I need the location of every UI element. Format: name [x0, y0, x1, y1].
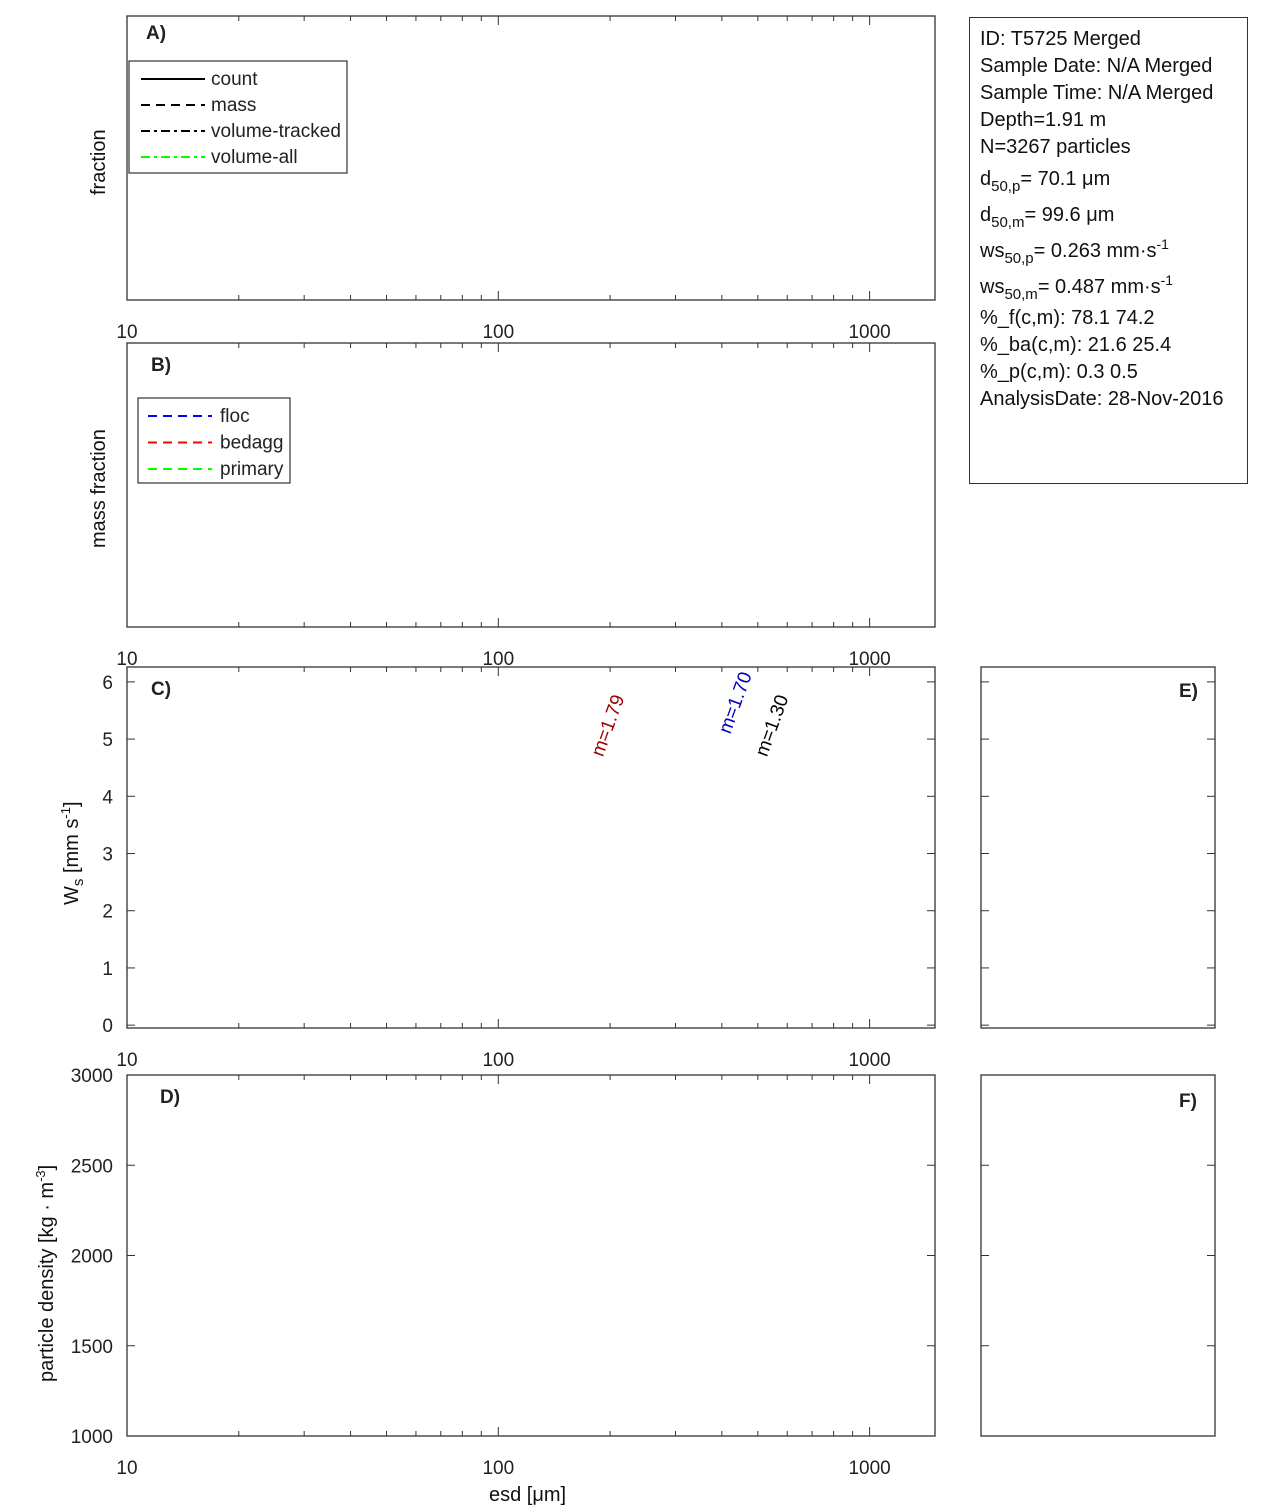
x-tick-label: 1000 — [848, 1458, 890, 1479]
panel-d-ylabel: particle density [kg · m-3] — [33, 1164, 58, 1382]
panel-c-ylabel: Ws [mm s-1] — [58, 801, 87, 905]
info-analysis-date: AnalysisDate: 28-Nov-2016 — [980, 388, 1224, 410]
panel-label: F) — [1179, 1091, 1197, 1112]
y-tick-label: 2 — [102, 902, 113, 923]
info-n: N=3267 particles — [980, 136, 1131, 158]
y-tick-label: 0 — [102, 1016, 113, 1037]
y-tick-label: 5 — [102, 730, 113, 751]
info-box: ID: T5725 Merged Sample Date: N/A Merged… — [969, 17, 1248, 484]
y-tick-label: 3000 — [71, 1066, 113, 1087]
x-tick-label: 1000 — [848, 322, 890, 343]
x-tick-label: 1000 — [848, 649, 890, 670]
y-tick-label: 3 — [102, 845, 113, 866]
panel-a: 10 100 1000 A) count mass volume-tracked volume… — [116, 15, 936, 343]
panel-a-ylabel: fraction — [88, 129, 110, 195]
panel-label: B) — [151, 355, 171, 376]
panel-label: E) — [1179, 681, 1198, 702]
x-tick-label: 100 — [482, 1458, 514, 1479]
panel-d: 10 100 1000 1000 1500 2000 2500 3000 D) — [71, 1066, 936, 1479]
legend-entry-volume-tracked: volume-tracked — [211, 121, 341, 142]
y-tick-label: 4 — [102, 787, 113, 808]
legend: floc bedagg primary — [137, 397, 291, 484]
panel-b: 10 100 1000 B) floc bedagg primary — [116, 342, 936, 670]
info-ws50m: ws50,m= 0.487 mm·s-1 — [980, 272, 1174, 303]
legend-entry-bedagg: bedagg — [220, 433, 283, 454]
axes-frame — [980, 666, 1216, 1029]
axes-frame — [126, 1074, 936, 1437]
x-axis-label: esd [μm] — [489, 1484, 567, 1506]
legend-entry-floc: floc — [220, 406, 250, 427]
panel-label: A) — [146, 23, 166, 44]
info-pp: %_p(c,m): 0.3 0.5 — [980, 361, 1138, 383]
legend: count mass volume-tracked volume-all — [128, 60, 348, 174]
info-ws50p: ws50,p= 0.263 mm·s-1 — [980, 236, 1169, 267]
legend-entry-primary: primary — [220, 459, 284, 480]
x-tick-label: 10 — [116, 322, 137, 343]
panel-e: E) — [980, 666, 1216, 1029]
info-depth: Depth=1.91 m — [980, 109, 1107, 131]
info-sample-time: Sample Time: N/A Merged — [980, 82, 1214, 104]
x-tick-label: 100 — [482, 1050, 514, 1071]
axes-frame — [126, 342, 936, 628]
info-pf: %_f(c,m): 78.1 74.2 — [980, 307, 1155, 329]
axes-frame — [126, 666, 936, 1029]
panel-f: F) — [980, 1074, 1216, 1437]
axes-frame — [980, 1074, 1216, 1437]
x-tick-label: 10 — [116, 1050, 137, 1071]
info-id: ID: T5725 Merged — [980, 28, 1141, 50]
info-sample-date: Sample Date: N/A Merged — [980, 55, 1213, 77]
info-d50p: d50,p= 70.1 μm — [980, 168, 1111, 195]
y-tick-label: 6 — [102, 673, 113, 694]
x-tick-label: 1000 — [848, 1050, 890, 1071]
panel-b-ylabel: mass fraction — [88, 429, 110, 548]
y-tick-label: 1500 — [71, 1337, 113, 1358]
y-tick-label: 2500 — [71, 1156, 113, 1177]
x-tick-label: 10 — [116, 1458, 137, 1479]
y-tick-label: 1000 — [71, 1427, 113, 1448]
panel-label: D) — [160, 1087, 180, 1108]
info-d50m: d50,m= 99.6 μm — [980, 204, 1115, 231]
x-tick-label: 100 — [482, 322, 514, 343]
legend-entry-count: count — [211, 69, 258, 90]
panel-label: C) — [151, 679, 171, 700]
x-tick-label: 10 — [116, 649, 137, 670]
legend-entry-mass: mass — [211, 95, 256, 116]
legend-entry-volume-all: volume-all — [211, 147, 298, 168]
y-tick-label: 1 — [102, 959, 113, 980]
info-pba: %_ba(c,m): 21.6 25.4 — [980, 334, 1172, 356]
x-tick-label: 100 — [482, 649, 514, 670]
y-tick-label: 2000 — [71, 1247, 113, 1268]
